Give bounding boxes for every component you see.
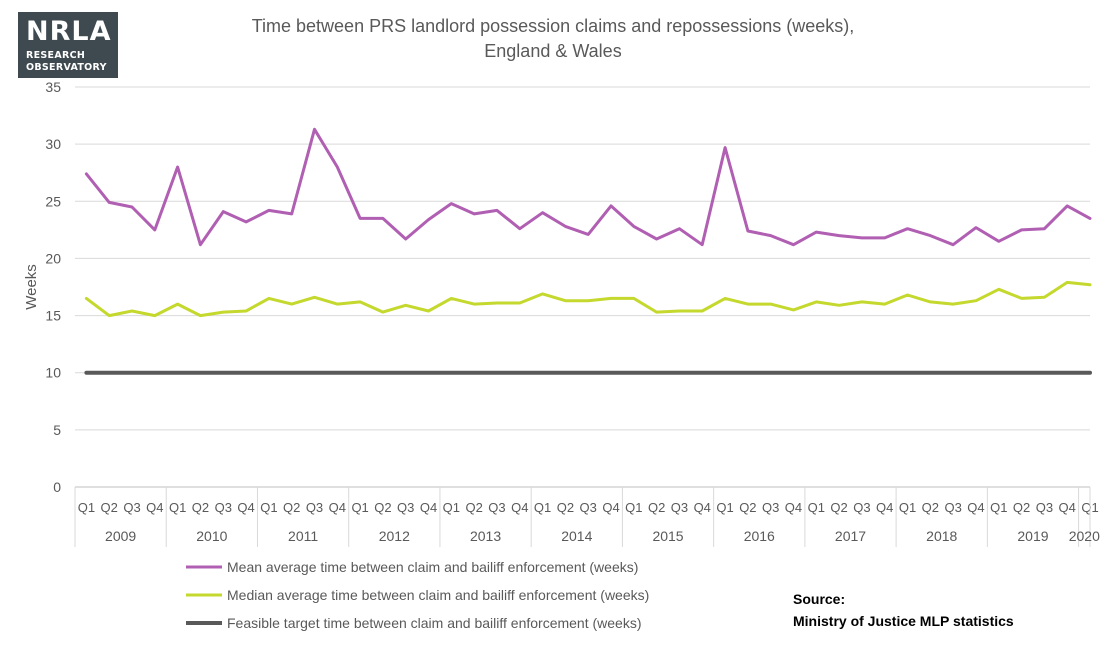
x-tick-label: Q2 xyxy=(465,500,482,515)
x-tick-label: Q4 xyxy=(329,500,346,515)
y-tick-label: 15 xyxy=(45,308,61,324)
x-tick-label: Q3 xyxy=(215,500,232,515)
x-tick-label: Q4 xyxy=(876,500,893,515)
y-tick-label: 20 xyxy=(45,250,61,266)
source-label: Source: xyxy=(793,591,846,607)
logo-main-text: NRLA xyxy=(26,16,112,47)
year-label: 2016 xyxy=(744,528,775,544)
x-tick-label: Q1 xyxy=(990,500,1007,515)
x-tick-label: Q3 xyxy=(306,500,323,515)
x-tick-label: Q2 xyxy=(557,500,574,515)
x-tick-label: Q2 xyxy=(648,500,665,515)
x-tick-label: Q4 xyxy=(967,500,984,515)
legend-entry-mean-label: Mean average time between claim and bail… xyxy=(227,559,638,575)
y-tick-label: 35 xyxy=(45,79,61,95)
x-tick-label: Q2 xyxy=(374,500,391,515)
x-tick-label: Q2 xyxy=(922,500,939,515)
x-tick-label: Q2 xyxy=(192,500,209,515)
x-tick-label: Q4 xyxy=(511,500,528,515)
legend: Mean average time between claim and bail… xyxy=(186,559,649,631)
x-tick-label: Q3 xyxy=(671,500,688,515)
chart-title-line-1: Time between PRS landlord possession cla… xyxy=(251,16,855,36)
x-tick-label: Q1 xyxy=(1081,500,1098,515)
x-tick-label: Q1 xyxy=(351,500,368,515)
x-axis: Q1 Q2 Q3 Q4 Q1 Q2 Q3 Q4 Q1 Q2 Q3 Q4 Q1 Q2 Q3 Q4 Q1 Q2 Q3 Q4… xyxy=(74,487,1100,547)
x-tick-label: Q3 xyxy=(488,500,505,515)
series-line-mean xyxy=(84,127,1092,247)
x-tick-label: Q3 xyxy=(1036,500,1053,515)
year-label: 2018 xyxy=(926,528,957,544)
x-tick-label: Q1 xyxy=(625,500,642,515)
x-tick-label: Q1 xyxy=(260,500,277,515)
x-tick-label: Q1 xyxy=(169,500,186,515)
chart-title-line-2: England & Wales xyxy=(484,41,622,61)
x-tick-label: Q4 xyxy=(785,500,802,515)
x-tick-label: Q2 xyxy=(1013,500,1030,515)
x-tick-label: Q2 xyxy=(283,500,300,515)
legend-entry-target-label: Feasible target time between claim and b… xyxy=(227,615,642,631)
x-tick-label: Q1 xyxy=(78,500,95,515)
y-tick-label: 10 xyxy=(45,365,61,381)
logo-line-1: RESEARCH xyxy=(26,50,86,61)
year-label: 2012 xyxy=(379,528,410,544)
x-tick-label: Q4 xyxy=(694,500,711,515)
x-tick-label: Q4 xyxy=(146,500,163,515)
y-tick-labels: 0 5 10 15 20 25 30 35 xyxy=(45,79,61,495)
x-tick-label: Q3 xyxy=(944,500,961,515)
x-tick-label: Q4 xyxy=(1059,500,1076,515)
x-tick-label: Q4 xyxy=(237,500,254,515)
x-tick-label: Q1 xyxy=(716,500,733,515)
y-tick-label: 30 xyxy=(45,136,61,152)
gridlines xyxy=(75,86,1090,488)
year-label: 2019 xyxy=(1017,528,1048,544)
year-label: 2014 xyxy=(561,528,592,544)
series-lines xyxy=(84,127,1092,375)
y-tick-label: 0 xyxy=(53,479,61,495)
x-tick-label: Q4 xyxy=(602,500,619,515)
x-tick-label: Q1 xyxy=(443,500,460,515)
year-label: 2020 xyxy=(1069,528,1100,544)
x-tick-label: Q1 xyxy=(808,500,825,515)
year-label: 2013 xyxy=(470,528,501,544)
x-tick-label: Q1 xyxy=(534,500,551,515)
x-tick-label: Q2 xyxy=(739,500,756,515)
x-tick-label: Q3 xyxy=(762,500,779,515)
year-label: 2009 xyxy=(105,528,136,544)
x-tick-label: Q3 xyxy=(580,500,597,515)
logo-line-2: OBSERVATORY xyxy=(26,62,107,73)
y-tick-label: 5 xyxy=(53,422,61,438)
x-tick-label: Q3 xyxy=(853,500,870,515)
year-label: 2015 xyxy=(652,528,683,544)
nrla-logo: NRLA RESEARCH OBSERVATORY xyxy=(18,12,118,78)
source-text: Ministry of Justice MLP statistics xyxy=(793,613,1014,629)
year-label: 2011 xyxy=(288,528,318,544)
x-tick-label: Q1 xyxy=(899,500,916,515)
x-tick-label: Q4 xyxy=(420,500,437,515)
legend-entry-median-label: Median average time between claim and ba… xyxy=(227,587,649,603)
x-tick-label: Q2 xyxy=(830,500,847,515)
year-label: 2010 xyxy=(196,528,227,544)
y-axis-label: Weeks xyxy=(23,264,40,310)
y-tick-label: 25 xyxy=(45,193,61,209)
x-tick-label: Q3 xyxy=(397,500,414,515)
series-line-median xyxy=(84,280,1092,318)
x-tick-label: Q2 xyxy=(101,500,118,515)
year-label: 2017 xyxy=(835,528,866,544)
x-tick-label: Q3 xyxy=(123,500,140,515)
